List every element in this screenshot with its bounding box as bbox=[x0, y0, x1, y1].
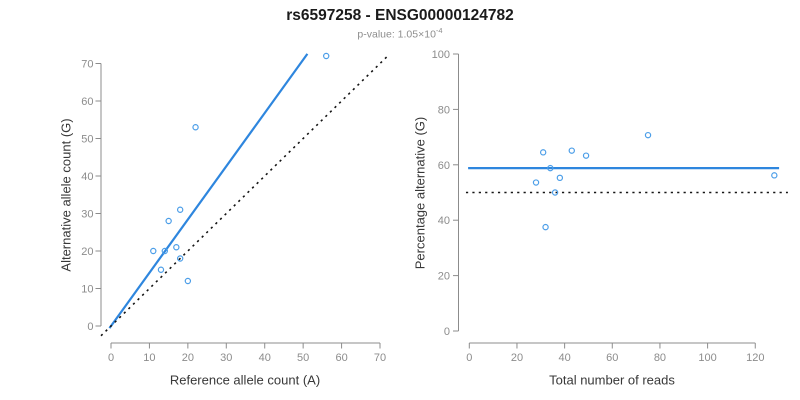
data-point bbox=[532, 179, 540, 186]
x-tick-label: 40 bbox=[558, 352, 570, 364]
data-point bbox=[161, 247, 169, 255]
data-point bbox=[582, 152, 590, 159]
y-tick-label: 50 bbox=[81, 134, 93, 146]
y-tick-label: 40 bbox=[438, 215, 450, 227]
data-point bbox=[542, 223, 549, 231]
x-tick-label: 20 bbox=[511, 352, 523, 364]
x-tick-label: 100 bbox=[698, 352, 716, 364]
data-point bbox=[173, 244, 180, 251]
x-tick-label: 40 bbox=[259, 352, 271, 364]
y-tick-label: 60 bbox=[438, 160, 450, 172]
data-point bbox=[150, 247, 157, 255]
y-tick-label: 20 bbox=[438, 271, 450, 283]
data-point bbox=[192, 124, 199, 131]
right-y-axis-title: Percentage alternative (G) bbox=[412, 116, 428, 270]
data-point bbox=[771, 172, 778, 179]
right-x-axis-title: Total number of reads bbox=[549, 372, 675, 388]
data-point bbox=[547, 164, 554, 172]
x-tick-label: 60 bbox=[335, 352, 347, 364]
left-plot: 0 10 20 30 40 50 60 70 0 10 20 30 40 50 60 70 bbox=[81, 52, 389, 364]
data-point bbox=[644, 131, 652, 139]
data-point bbox=[539, 149, 547, 156]
data-point bbox=[551, 189, 559, 196]
data-point bbox=[556, 174, 564, 182]
regression-line bbox=[108, 53, 309, 329]
identity-line bbox=[100, 55, 389, 337]
data-point bbox=[323, 52, 330, 60]
y-tick-label: 20 bbox=[81, 246, 93, 258]
data-point bbox=[184, 277, 192, 285]
p-value-text: p-value: 1.05×10 bbox=[357, 28, 436, 41]
y-tick-label: 40 bbox=[81, 171, 93, 183]
chart-subtitle: p-value: 1.05×10-4 bbox=[0, 26, 800, 41]
x-tick-label: 60 bbox=[606, 352, 618, 364]
y-tick-label: 0 bbox=[87, 321, 93, 333]
x-tick-label: 0 bbox=[466, 352, 472, 364]
x-tick-label: 80 bbox=[654, 352, 666, 364]
chart-title: rs6597258 - ENSG00000124782 bbox=[286, 7, 514, 24]
x-tick-label: 120 bbox=[746, 352, 764, 364]
x-tick-label: 10 bbox=[143, 352, 155, 364]
data-point bbox=[165, 217, 172, 225]
left-x-axis-title: Reference allele count (A) bbox=[169, 372, 321, 388]
right-plot: 0 20 40 60 80 100 120 0 20 40 60 80 100 bbox=[432, 49, 788, 364]
p-value-exponent: -4 bbox=[435, 26, 443, 35]
data-point bbox=[157, 266, 165, 273]
x-tick-label: 70 bbox=[374, 352, 386, 364]
x-tick-label: 0 bbox=[108, 352, 114, 364]
x-tick-label: 20 bbox=[182, 352, 194, 364]
y-tick-label: 0 bbox=[444, 326, 450, 338]
data-point bbox=[568, 147, 575, 154]
left-y-axis-title: Alternative allele count (G) bbox=[58, 118, 74, 272]
y-tick-label: 80 bbox=[438, 104, 450, 116]
y-tick-label: 30 bbox=[81, 209, 93, 221]
y-tick-label: 100 bbox=[432, 49, 450, 61]
y-tick-label: 60 bbox=[81, 96, 93, 108]
data-point bbox=[176, 206, 184, 213]
y-tick-label: 10 bbox=[81, 284, 93, 296]
x-tick-label: 30 bbox=[220, 352, 232, 364]
x-tick-label: 50 bbox=[297, 352, 309, 364]
y-tick-label: 70 bbox=[81, 59, 93, 71]
data-point bbox=[176, 255, 184, 262]
